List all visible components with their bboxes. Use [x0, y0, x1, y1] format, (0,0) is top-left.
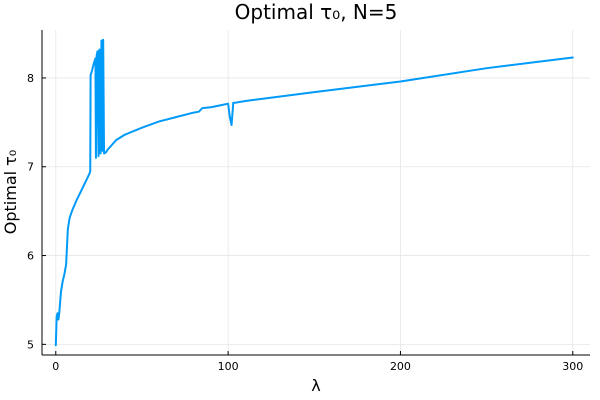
x-tick-label: 0 [52, 360, 59, 373]
x-tick-label: 300 [562, 360, 583, 373]
y-tick-label: 5 [27, 338, 34, 351]
chart-title: Optimal τ₀, N=5 [235, 0, 398, 24]
x-axis-label: λ [311, 376, 320, 395]
y-tick-label: 7 [27, 161, 34, 174]
y-tick-label: 6 [27, 250, 34, 263]
y-axis-label: Optimal τ₀ [1, 150, 20, 234]
grid [42, 30, 590, 355]
ticks: 0 100 200 300 5 6 7 8 [27, 72, 583, 373]
x-tick-label: 100 [218, 360, 239, 373]
axes [41, 30, 590, 356]
series [54, 38, 574, 347]
y-tick-label: 8 [27, 72, 34, 85]
series-line-y1 [54, 38, 574, 347]
x-tick-label: 200 [390, 360, 411, 373]
